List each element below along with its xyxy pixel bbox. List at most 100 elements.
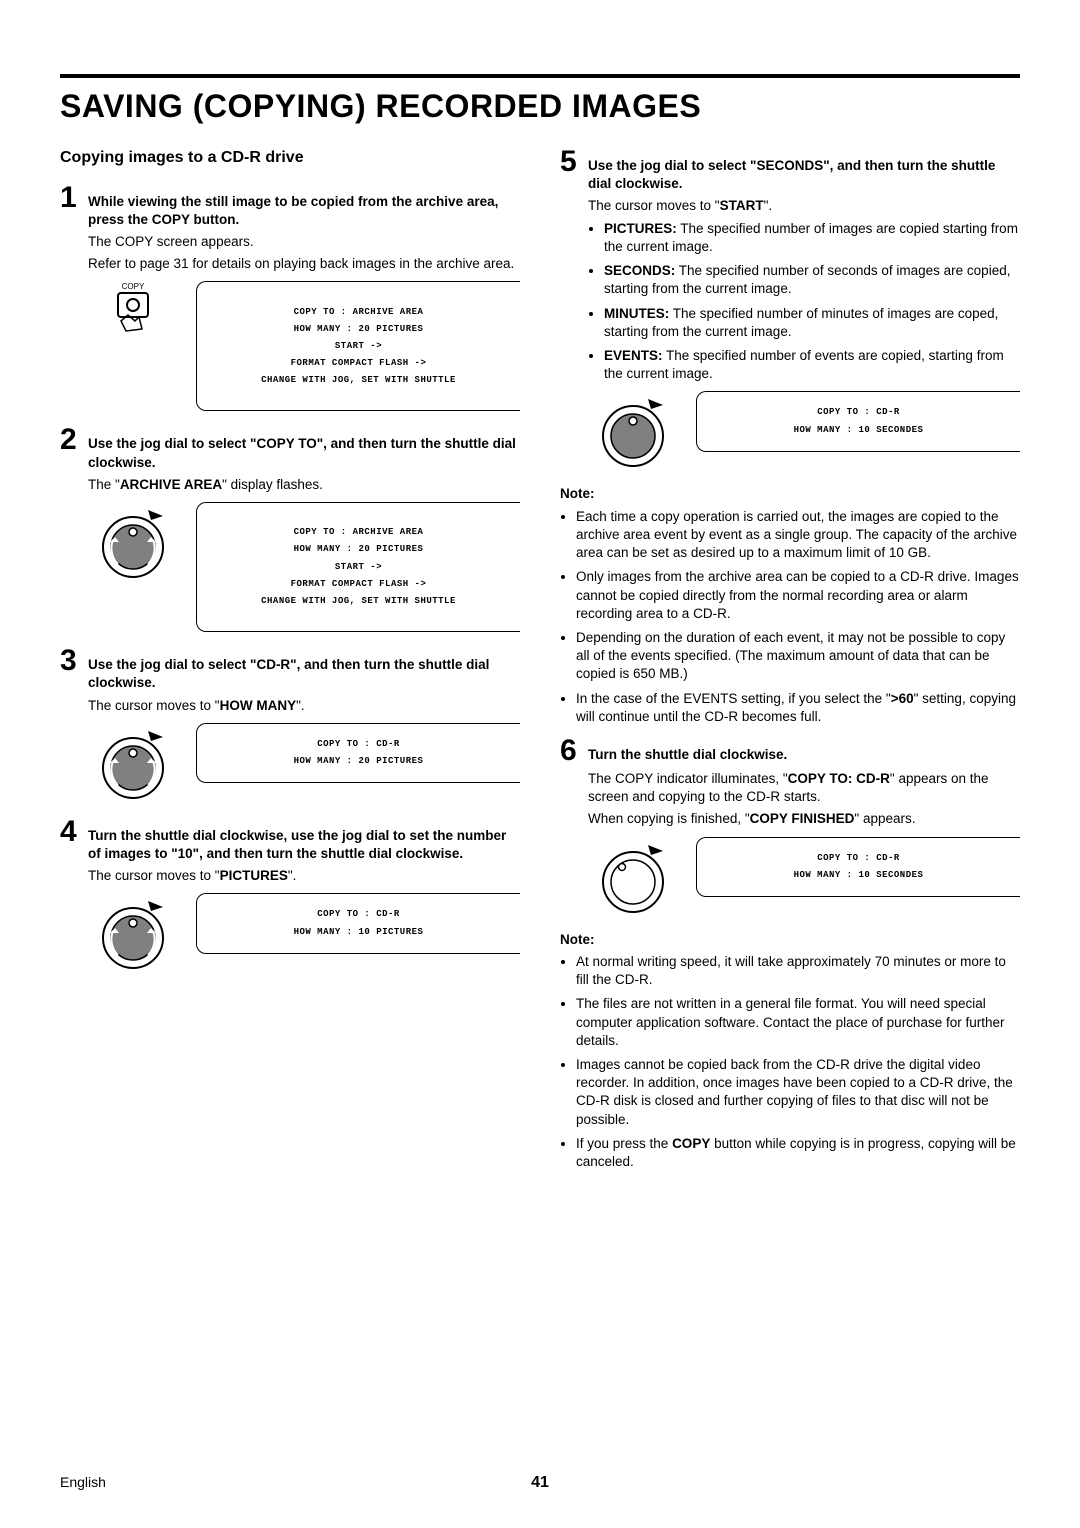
screen-line: START -> [205,338,512,355]
step-5: 5 Use the jog dial to select "SECONDS", … [560,147,1020,471]
jog-dial-icon [88,723,178,803]
screen-line: COPY TO : CD-R [205,906,512,923]
screen-line: HOW MANY : 20 PICTURES [205,753,512,770]
step-1: 1 While viewing the still image to be co… [60,183,520,412]
content-columns: Copying images to a CD-R drive 1 While v… [60,147,1020,1177]
screen-line: HOW MANY : 10 SECONDES [705,422,1012,439]
screen-display: COPY TO : CD-R HOW MANY : 10 SECONDES [696,837,1020,897]
bold-text: EVENTS: [604,348,663,363]
footer-page-number: 41 [531,1474,549,1492]
svg-text:COPY: COPY [121,282,144,291]
screen-line: CHANGE WITH JOG, SET WITH SHUTTLE [205,593,512,610]
screen-line: CHANGE WITH JOG, SET WITH SHUTTLE [205,372,512,389]
step-body: Refer to page 31 for details on playing … [88,255,520,273]
screen-line: COPY TO : CD-R [705,850,1012,867]
step-2: 2 Use the jog dial to select "COPY TO", … [60,425,520,632]
screen-display: COPY TO : ARCHIVE AREA HOW MANY : 20 PIC… [196,502,520,632]
step-6: 6 Turn the shuttle dial clockwise. The C… [560,736,1020,917]
note-list: At normal writing speed, it will take ap… [576,953,1020,1171]
bold-text: MINUTES: [604,306,669,321]
step-number: 2 [60,425,82,455]
step-number: 6 [560,736,582,766]
screen-line: HOW MANY : 20 PICTURES [205,541,512,558]
list-item: Depending on the duration of each event,… [576,629,1020,684]
bold-text: START [720,198,764,213]
note-label: Note: [560,931,1020,949]
list-item: Only images from the archive area can be… [576,568,1020,623]
figure-row: COPY TO : CD-R HOW MANY : 10 SECONDES [588,837,1020,917]
step-body: The "ARCHIVE AREA" display flashes. [88,476,520,494]
left-column: Copying images to a CD-R drive 1 While v… [60,147,520,1177]
subheading: Copying images to a CD-R drive [60,147,520,169]
figure-row: COPY TO : CD-R HOW MANY : 10 PICTURES [88,893,520,973]
text: When copying is finished, " [588,811,750,826]
figure-row: COPY COPY TO : ARCHIVE AREA HOW MANY : 2… [88,281,520,411]
step-heading: Use the jog dial to select "SECONDS", an… [588,147,1020,193]
bold-text: COPY TO: CD-R [788,771,890,786]
screen-line: COPY TO : ARCHIVE AREA [205,524,512,541]
list-item: EVENTS: The specified number of events a… [604,347,1020,383]
screen-line: HOW MANY : 10 PICTURES [205,924,512,941]
list-item: Each time a copy operation is carried ou… [576,508,1020,563]
list-item: If you press the COPY button while copyi… [576,1135,1020,1171]
screen-line: START -> [205,559,512,576]
bold-text: PICTURES [220,868,288,883]
step-3: 3 Use the jog dial to select "CD-R", and… [60,646,520,803]
figure-row: COPY TO : ARCHIVE AREA HOW MANY : 20 PIC… [88,502,520,632]
step-body: When copying is finished, "COPY FINISHED… [588,810,1020,828]
text: ". [288,868,297,883]
step-body: The cursor moves to "HOW MANY". [88,697,520,715]
top-rule [60,74,1020,78]
screen-display: COPY TO : CD-R HOW MANY : 20 PICTURES [196,723,520,783]
options-list: PICTURES: The specified number of images… [604,220,1020,384]
note-list: Each time a copy operation is carried ou… [576,508,1020,726]
list-item: PICTURES: The specified number of images… [604,220,1020,256]
list-item: Images cannot be copied back from the CD… [576,1056,1020,1129]
step-heading: Use the jog dial to select "COPY TO", an… [88,425,520,471]
right-column: 5 Use the jog dial to select "SECONDS", … [560,147,1020,1177]
list-item: SECONDS: The specified number of seconds… [604,262,1020,298]
list-item: MINUTES: The specified number of minutes… [604,305,1020,341]
step-number: 3 [60,646,82,676]
screen-display: COPY TO : ARCHIVE AREA HOW MANY : 20 PIC… [196,281,520,411]
jog-dial-icon [88,893,178,973]
text: The " [88,477,120,492]
jog-dial-icon [88,502,178,582]
screen-line: COPY TO : ARCHIVE AREA [205,304,512,321]
page-title: SAVING (COPYING) RECORDED IMAGES [60,88,1020,125]
copy-button-icon: COPY [88,281,178,341]
bold-text: PICTURES: [604,221,677,236]
page-footer: English 41 [60,1474,1020,1490]
figure-row: COPY TO : CD-R HOW MANY : 20 PICTURES [88,723,520,803]
screen-line: HOW MANY : 20 PICTURES [205,321,512,338]
text: If you press the [576,1136,672,1151]
text: ". [296,698,305,713]
footer-language: English [60,1474,106,1490]
step-body: The cursor moves to "PICTURES". [88,867,520,885]
step-body: The COPY screen appears. [88,233,520,251]
bold-text: COPY FINISHED [750,811,855,826]
text: " appears. [854,811,915,826]
step-heading: While viewing the still image to be copi… [88,183,520,229]
text: In the case of the EVENTS setting, if yo… [576,691,891,706]
bold-text: >60 [891,691,914,706]
shuttle-ring-icon [588,837,678,917]
text: " display flashes. [222,477,323,492]
text: The cursor moves to " [588,198,720,213]
step-number: 5 [560,147,582,177]
bold-text: COPY [672,1136,710,1151]
step-heading: Turn the shuttle dial clockwise. [588,736,787,764]
step-4: 4 Turn the shuttle dial clockwise, use t… [60,817,520,974]
list-item: At normal writing speed, it will take ap… [576,953,1020,989]
list-item: The files are not written in a general f… [576,995,1020,1050]
text: The cursor moves to " [88,698,220,713]
note-label: Note: [560,485,1020,503]
figure-row: COPY TO : CD-R HOW MANY : 10 SECONDES [588,391,1020,471]
text: The COPY indicator illuminates, " [588,771,788,786]
step-body: The cursor moves to "START". [588,197,1020,215]
screen-line: HOW MANY : 10 SECONDES [705,867,1012,884]
step-number: 4 [60,817,82,847]
text: The specified number of events are copie… [604,348,1004,381]
step-body: The COPY indicator illuminates, "COPY TO… [588,770,1020,806]
step-number: 1 [60,183,82,213]
